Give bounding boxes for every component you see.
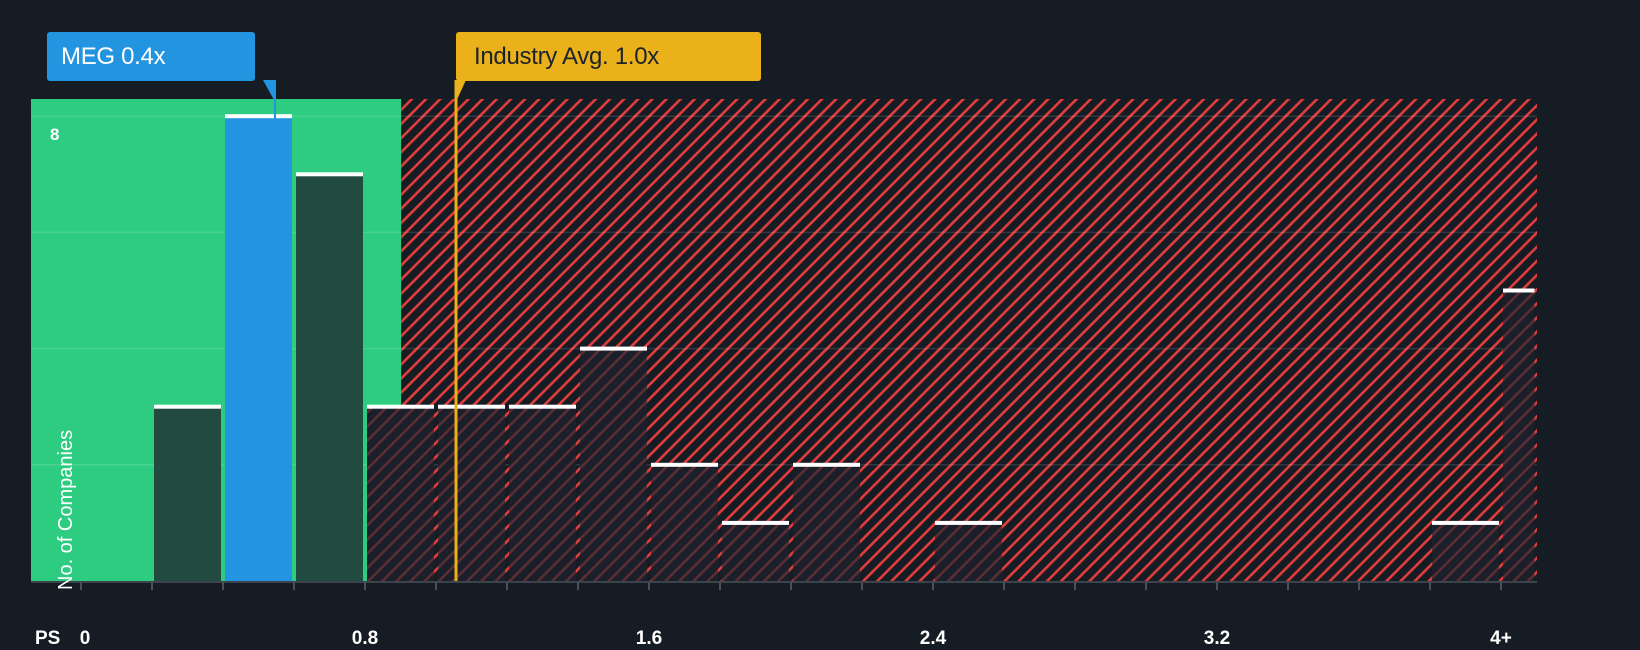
x-tick-label: 4+: [1490, 628, 1512, 649]
histogram-bar: [296, 172, 363, 582]
bar-cap: [154, 404, 221, 409]
bar-cap: [722, 520, 789, 525]
bar-cap: [1432, 520, 1499, 525]
bar-cap: [509, 404, 576, 409]
y-axis-title: No. of Companies: [55, 429, 77, 590]
x-axis: [31, 581, 1537, 590]
bar-cap: [935, 520, 1002, 525]
histogram-bar: [367, 404, 434, 581]
histogram-bars: [154, 114, 1535, 582]
bar-cap: [651, 462, 718, 467]
y-tick-label-8: 8: [50, 125, 60, 144]
histogram-bar: [722, 520, 789, 581]
annotation-markers: [263, 80, 466, 581]
x-tick-label: 2.4: [919, 628, 947, 649]
histogram-bar: [1432, 520, 1499, 581]
histogram-bar: [793, 462, 860, 581]
x-axis-title: PS: [35, 628, 61, 649]
x-tick-label: 1.6: [635, 628, 663, 649]
bar-cap: [367, 404, 434, 409]
histogram-bar: [154, 404, 221, 581]
histogram-bar: [438, 404, 505, 581]
histogram-bar: [651, 462, 718, 581]
histogram-bar: [935, 520, 1002, 581]
bar-cap: [793, 462, 860, 467]
company-ps-callout: MEG 0.4x: [47, 32, 255, 81]
bar-cap: [438, 404, 505, 409]
x-tick-label: 0: [79, 628, 91, 649]
bar-cap: [1503, 288, 1535, 293]
industry-average-callout: Industry Avg. 1.0x: [456, 32, 761, 81]
bar-cap: [296, 172, 363, 177]
company-pointer: [263, 80, 275, 119]
histogram-bar: [509, 404, 576, 581]
bar-cap: [225, 114, 292, 119]
x-tick-label: 0.8: [351, 628, 379, 649]
bar-cap: [580, 346, 647, 351]
x-tick-label: 3.2: [1203, 628, 1231, 649]
histogram-bar: [225, 114, 292, 581]
histogram-bar: [1503, 288, 1535, 581]
histogram-bar: [580, 346, 647, 581]
